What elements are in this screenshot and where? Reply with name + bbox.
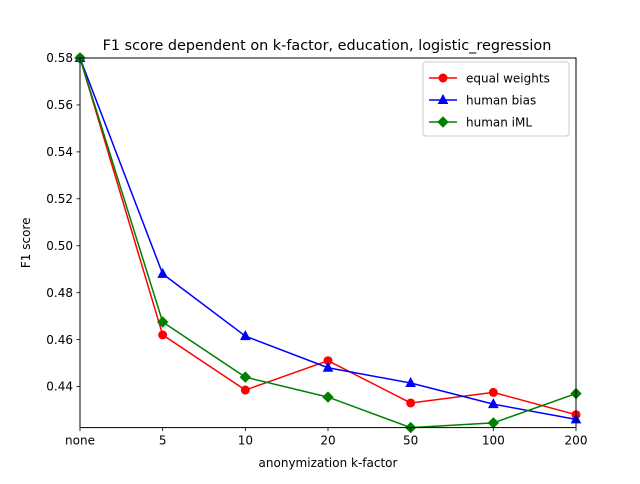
y-tick-label: 0.46: [46, 333, 73, 347]
legend-marker-equal-weights: [438, 73, 448, 83]
y-tick-label: 0.56: [46, 98, 73, 112]
y-axis-ticks: 0.44 0.46 0.48 0.50 0.52 0.54 0.56 0.58: [46, 51, 80, 394]
x-tick-label: 10: [238, 434, 253, 448]
data-point-equal-weights-5: [488, 387, 498, 397]
legend-label-human-iml: human iML: [466, 115, 532, 129]
x-tick-label: 5: [159, 434, 167, 448]
x-tick-label: 20: [320, 434, 335, 448]
data-point-human-iml-1: [156, 316, 169, 328]
x-axis-ticks: none 5 10 20 50 100 200: [65, 427, 588, 448]
data-point-human-iml-2: [239, 371, 252, 383]
data-point-equal-weights-1: [158, 330, 168, 340]
chart-title: F1 score dependent on k-factor, educatio…: [103, 38, 552, 54]
y-axis-label: F1 score: [19, 217, 33, 268]
data-point-human-bias-4: [405, 376, 416, 388]
data-point-human-bias-5: [488, 398, 499, 409]
legend-frame: [422, 61, 570, 137]
legend-label-equal-weights: equal weights: [466, 71, 550, 85]
data-point-human-bias-3: [322, 361, 334, 372]
x-tick-label: 200: [565, 434, 588, 448]
legend-marker-human-iml: [437, 116, 449, 128]
x-tick-label: 50: [403, 434, 418, 448]
y-tick-label: 0.54: [46, 145, 73, 159]
legend-label-human-bias: human bias: [466, 93, 536, 107]
y-tick-label: 0.58: [46, 51, 73, 65]
x-axis-label: anonymization k-factor: [259, 456, 398, 470]
y-tick-label: 0.50: [46, 239, 73, 253]
data-point-equal-weights-2: [240, 385, 250, 395]
y-tick-label: 0.48: [46, 286, 73, 300]
plot-markers: [74, 51, 582, 434]
data-point-human-iml-5: [487, 417, 500, 429]
legend: equal weights human bias human iML: [422, 61, 570, 137]
legend-marker-human-bias: [437, 93, 449, 104]
y-tick-label: 0.44: [46, 380, 73, 394]
data-point-equal-weights-4: [406, 398, 416, 408]
data-point-human-bias-2: [240, 330, 251, 341]
data-point-human-bias-1: [157, 267, 168, 278]
data-point-human-iml-3: [322, 391, 334, 403]
x-tick-label: none: [65, 434, 95, 448]
x-tick-label: 100: [482, 434, 505, 448]
y-tick-label: 0.52: [46, 192, 73, 206]
